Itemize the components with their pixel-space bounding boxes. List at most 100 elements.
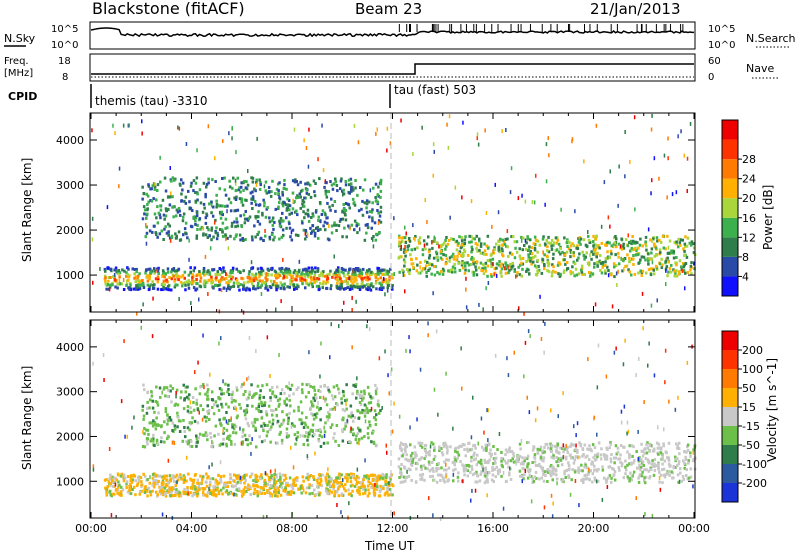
scatter-cell: [668, 473, 671, 477]
scatter-cell: [376, 485, 379, 488]
scatter-cell: [280, 270, 283, 274]
scatter-cell: [179, 396, 182, 400]
scatter-cell: [256, 384, 260, 388]
scatter-cell: [219, 488, 223, 492]
scatter-cell: [293, 180, 297, 184]
scatter-cell: [408, 239, 412, 243]
scatter-cell: [264, 180, 268, 184]
noise-cell: [560, 207, 562, 212]
noise-cell: [375, 131, 377, 136]
scatter-cell: [186, 385, 189, 389]
noise-cell: [431, 240, 433, 245]
scatter-cell: [304, 182, 307, 186]
scatter-cell: [641, 269, 645, 273]
noise-cell: [651, 178, 653, 183]
scatter-cell: [360, 390, 363, 394]
scatter-cell: [313, 276, 316, 280]
scatter-cell: [543, 267, 546, 271]
scatter-cell: [432, 256, 436, 260]
scatter-cell: [532, 242, 536, 246]
scatter-cell: [301, 202, 304, 206]
noise-cell: [156, 268, 158, 273]
noise-cell: [314, 274, 317, 279]
scatter-cell: [524, 456, 527, 460]
scatter-cell: [336, 403, 339, 407]
noise-cell: [500, 270, 502, 275]
scatter-cell: [155, 216, 158, 220]
scatter-cell: [203, 415, 207, 419]
scatter-cell: [463, 250, 467, 254]
scatter-cell: [368, 277, 371, 281]
scatter-cell: [280, 441, 284, 445]
scatter-cell: [630, 478, 633, 482]
scatter-cell: [483, 471, 486, 475]
scatter-cell: [280, 422, 283, 426]
noise-cell: [227, 246, 230, 251]
scatter-cell: [284, 273, 287, 277]
scatter-cell: [595, 255, 598, 259]
scatter-cell: [156, 474, 159, 478]
scatter-cell: [370, 273, 373, 277]
scatter-cell: [582, 453, 585, 456]
scatter-cell: [354, 273, 357, 277]
noise-cell: [476, 132, 479, 137]
scatter-cell: [353, 285, 357, 289]
scatter-cell: [324, 476, 328, 480]
scatter-cell: [448, 259, 451, 263]
noise-cell: [462, 120, 464, 125]
scatter-cell: [209, 477, 212, 481]
scatter-cell: [551, 263, 554, 267]
scatter-cell: [287, 267, 291, 271]
noise-cell: [491, 224, 493, 229]
scatter-cell: [555, 248, 559, 252]
scatter-cell: [620, 464, 624, 468]
noise-cell: [228, 131, 230, 136]
scatter-cell: [466, 449, 470, 453]
scatter-cell: [379, 286, 383, 290]
scatter-cell: [150, 390, 153, 394]
scatter-cell: [561, 463, 564, 467]
scatter-cell: [215, 226, 218, 230]
scatter-cell: [142, 383, 145, 387]
scatter-cell: [409, 454, 413, 458]
scatter-cell: [315, 396, 318, 400]
noise-cell: [651, 239, 653, 243]
scatter-cell: [341, 189, 344, 193]
noise-cell: [617, 269, 619, 274]
scatter-cell: [226, 236, 229, 240]
scatter-cell: [197, 436, 201, 440]
scatter-cell: [527, 454, 530, 458]
scatter-cell: [552, 241, 556, 245]
scatter-cell: [491, 473, 495, 477]
scatter-cell: [146, 279, 150, 283]
scatter-cell: [203, 487, 207, 491]
scatter-cell: [289, 483, 292, 487]
scatter-cell: [640, 442, 643, 446]
scatter-cell: [332, 487, 335, 491]
scatter-cell: [214, 180, 217, 183]
scatter-cell: [628, 270, 631, 274]
scatter-cell: [388, 483, 391, 487]
scatter-cell: [269, 427, 272, 431]
nsky-tick-high: 10^5: [51, 24, 78, 35]
scatter-cell: [285, 187, 288, 191]
scatter-cell: [315, 415, 318, 419]
scatter-cell: [465, 468, 468, 472]
scatter-cell: [163, 275, 166, 279]
scatter-cell: [241, 237, 244, 240]
scatter-cell: [220, 392, 223, 396]
scatter-cell: [201, 475, 205, 479]
scatter-cell: [271, 392, 274, 396]
scatter-cell: [160, 440, 163, 444]
scatter-cell: [540, 476, 544, 480]
scatter-cell: [489, 258, 492, 262]
scatter-cell: [362, 478, 365, 482]
scatter-cell: [255, 484, 259, 488]
scatter-cell: [166, 395, 170, 399]
scatter-cell: [151, 472, 155, 476]
scatter-cell: [493, 467, 496, 471]
scatter-cell: [226, 481, 229, 485]
scatter-cell: [370, 226, 373, 230]
scatter-cell: [161, 282, 164, 286]
scatter-cell: [539, 465, 542, 469]
